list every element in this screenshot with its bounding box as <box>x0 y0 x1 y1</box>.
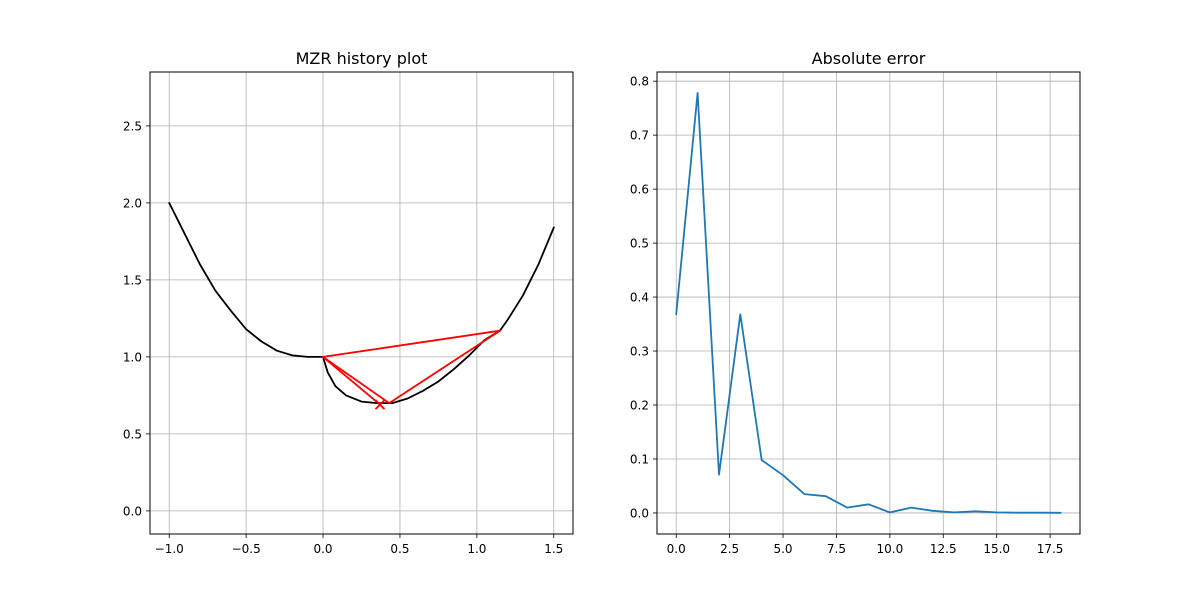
x-tick-label: 17.5 <box>1037 542 1064 556</box>
plot-frame <box>656 71 1081 535</box>
y-tick-label: 0.3 <box>630 345 649 359</box>
mzr-history-plot: MZR history plot −1.0 −0.5 0.0 0.5 1.0 1.5 0.0… <box>123 49 574 556</box>
x-tick-label: 7.5 <box>827 542 846 556</box>
x-tick-label: 1.5 <box>544 542 563 556</box>
y-tick-label: 0.1 <box>630 452 649 466</box>
error-series-line <box>675 92 1062 514</box>
x-tick-label: 2.5 <box>720 542 739 556</box>
y-tick-label: 0.6 <box>630 183 649 197</box>
x-tick-label: 10.0 <box>877 542 904 556</box>
y-tick-label: 2.0 <box>123 196 142 210</box>
x-tick-label: 1.0 <box>467 542 486 556</box>
x-tick-label: 0.0 <box>667 542 686 556</box>
minimum-x-marker <box>374 399 386 410</box>
x-tick-label: 5.0 <box>773 542 792 556</box>
absolute-error-plot: Absolute error 0.0 2.5 5.0 7.5 10.0 12.5 15.0 1… <box>630 49 1081 556</box>
y-tick-label: 1.0 <box>123 350 142 364</box>
x-tick-label: 15.0 <box>983 542 1010 556</box>
x-tick-label: −1.0 <box>155 542 184 556</box>
x-tick-label: 0.5 <box>390 542 409 556</box>
y-tick-label: 0.8 <box>630 75 649 89</box>
x-tick-label: −0.5 <box>232 542 261 556</box>
y-tick-label: 0.5 <box>630 237 649 251</box>
plot-frame <box>149 71 574 535</box>
y-tick-label: 1.5 <box>123 273 142 287</box>
iteration-path-line <box>322 329 501 406</box>
y-tick-label: 0.7 <box>630 129 649 143</box>
x-tick-label: 12.5 <box>930 542 957 556</box>
y-tick-label: 0.2 <box>630 399 649 413</box>
y-tick-label: 0.0 <box>630 506 649 520</box>
chart-title: Absolute error <box>812 49 926 68</box>
y-tick-label: 0.4 <box>630 291 649 305</box>
y-tick-label: 0.0 <box>123 504 142 518</box>
x-tick-label: 0.0 <box>313 542 332 556</box>
y-tick-label: 2.5 <box>123 119 142 133</box>
y-tick-label: 0.5 <box>123 427 142 441</box>
marker-stroke <box>374 399 386 410</box>
chart-title: MZR history plot <box>296 49 428 68</box>
